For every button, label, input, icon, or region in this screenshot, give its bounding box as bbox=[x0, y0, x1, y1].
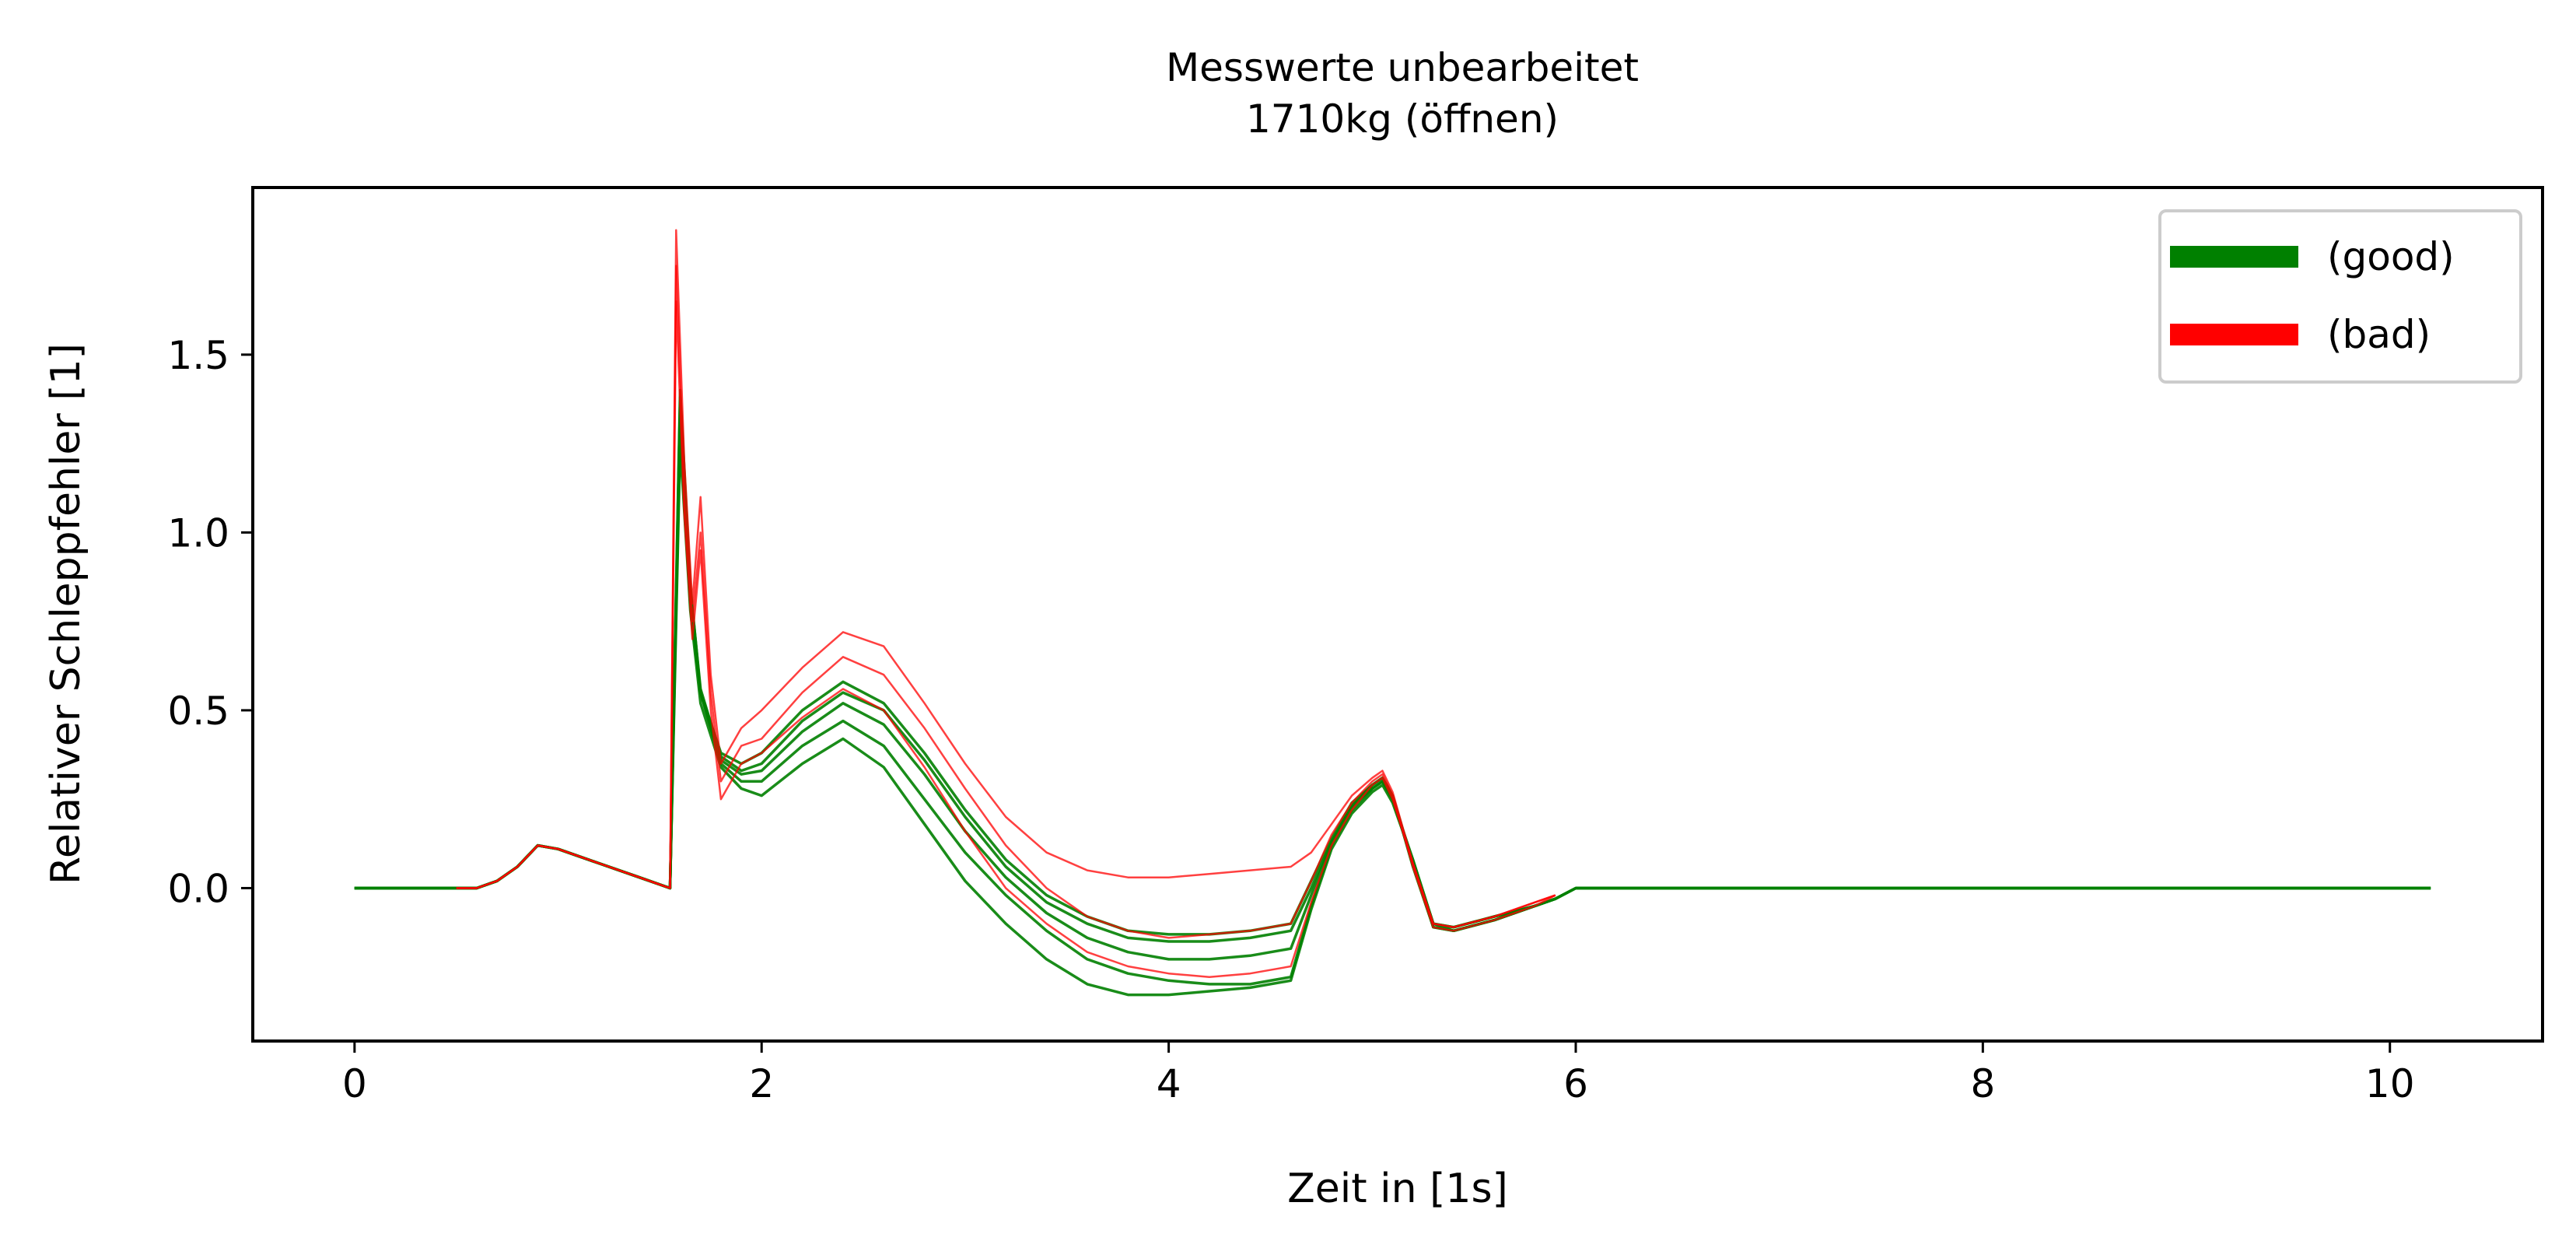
legend-label-bad: (bad) bbox=[2327, 312, 2431, 357]
x-tick-label: 8 bbox=[1970, 1061, 1995, 1106]
chart-subtitle: 1710kg (öffnen) bbox=[1246, 96, 1559, 142]
y-tick-label: 0.5 bbox=[167, 689, 229, 734]
plot-area bbox=[354, 229, 2431, 997]
y-axis-label: Relativer Schleppfehler [1] bbox=[43, 343, 89, 885]
x-tick-label: 4 bbox=[1157, 1061, 1181, 1106]
x-axis: 0 2 4 6 8 10 bbox=[342, 1041, 2415, 1106]
y-tick-label: 1.0 bbox=[167, 510, 229, 556]
y-tick-label: 1.5 bbox=[167, 333, 229, 378]
chart-title: Messwerte unbearbeitet bbox=[1166, 45, 1639, 90]
plot-frame bbox=[251, 186, 2544, 1043]
x-tick-label: 2 bbox=[749, 1061, 774, 1106]
x-axis-label: Zeit in [1s] bbox=[1287, 1166, 1508, 1212]
series-line-bad-7 bbox=[456, 300, 1556, 978]
legend: (good) (bad) bbox=[2158, 209, 2522, 384]
x-tick-label: 6 bbox=[1563, 1061, 1588, 1106]
x-tick-label: 0 bbox=[342, 1061, 367, 1106]
x-tick-label: 10 bbox=[2365, 1061, 2415, 1106]
y-axis: 0.0 0.5 1.0 1.5 bbox=[167, 333, 253, 911]
y-tick-label: 0.0 bbox=[167, 866, 229, 911]
series-layer bbox=[354, 229, 2431, 997]
legend-label-good: (good) bbox=[2327, 234, 2455, 279]
